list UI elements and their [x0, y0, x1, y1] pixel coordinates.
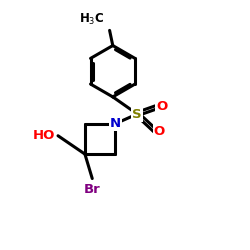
Text: N: N	[110, 117, 121, 130]
Text: H$_3$C: H$_3$C	[79, 12, 105, 27]
Text: O: O	[156, 100, 167, 113]
Text: Br: Br	[84, 183, 100, 196]
Text: HO: HO	[33, 129, 55, 142]
Text: O: O	[154, 124, 165, 138]
Text: S: S	[132, 108, 142, 120]
